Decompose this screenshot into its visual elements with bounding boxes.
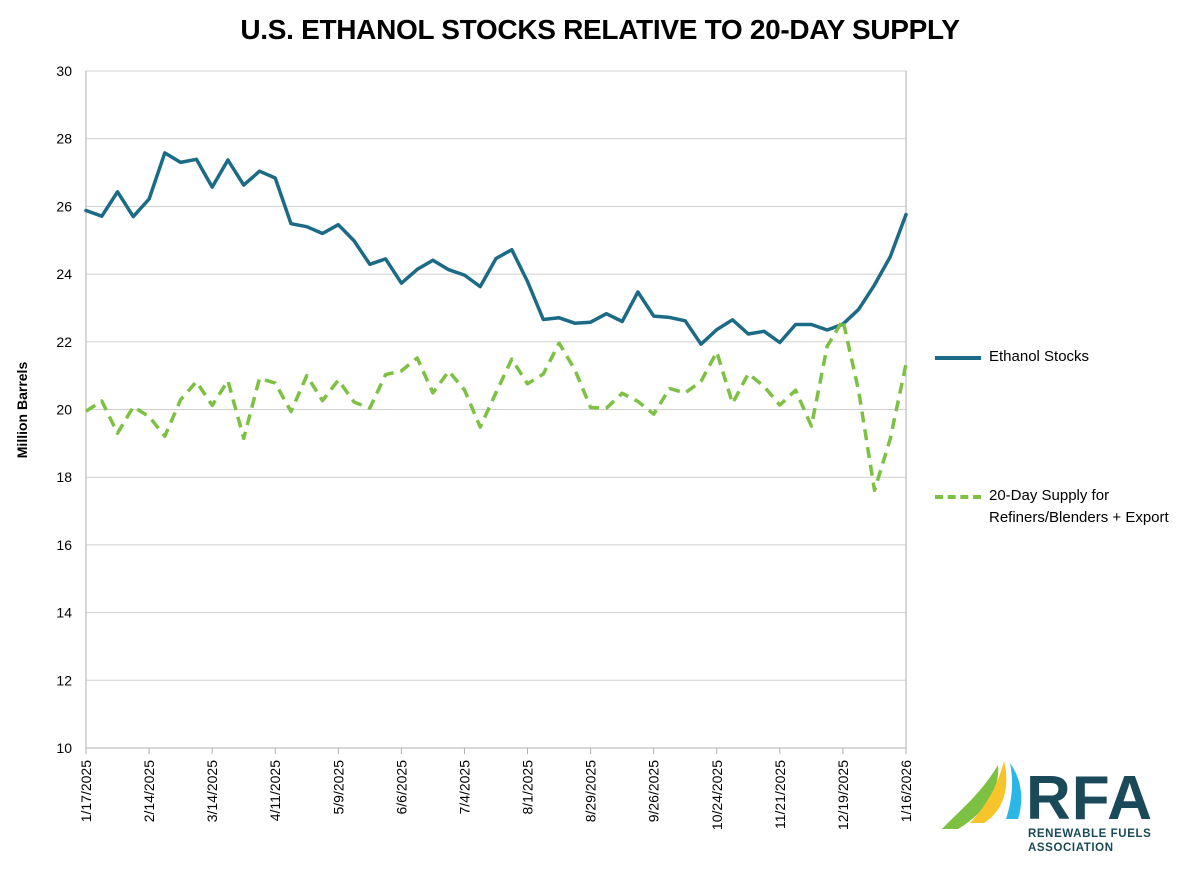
- legend-swatch-ethanol-stocks: [935, 356, 981, 360]
- x-tick-label: 8/1/2025: [520, 760, 536, 815]
- x-tick-label: 12/19/2025: [835, 760, 851, 830]
- y-tick-label: 26: [56, 198, 72, 214]
- x-tick-label: 11/21/2025: [772, 760, 788, 829]
- y-tick-label: 28: [56, 131, 72, 147]
- logo-acronym: RFA: [1026, 764, 1153, 833]
- series: [84, 151, 908, 493]
- x-tick-label: 5/9/2025: [330, 760, 346, 815]
- axes: 10 12 14 16 18 20 22 24 26 28 30 1/17/2025 2/14/2025…: [56, 63, 914, 830]
- x-tick-label: 1/17/2025: [78, 760, 94, 822]
- logo-green-swoosh: [942, 765, 999, 829]
- y-tick-label: 14: [56, 605, 72, 621]
- y-tick-label: 22: [56, 334, 72, 350]
- x-tick-label: 8/29/2025: [583, 760, 599, 822]
- logo-yellow-swoosh: [970, 761, 1007, 823]
- y-tick-label: 12: [56, 672, 72, 688]
- chart-title: U.S. ETHANOL STOCKS RELATIVE TO 20-DAY S…: [240, 14, 960, 45]
- x-tick-label: 9/26/2025: [646, 760, 662, 822]
- y-axis-label: Million Barrels: [14, 362, 30, 459]
- x-tick-label: 2/14/2025: [141, 760, 157, 822]
- legend-item-20-day-supply: 20-Day Supply for Refiners/Blenders + Ex…: [935, 485, 1199, 529]
- y-tick-label: 16: [56, 537, 72, 553]
- legend-label-20-day-supply: 20-Day Supply for Refiners/Blenders + Ex…: [989, 487, 1169, 526]
- x-tick-label: 7/4/2025: [456, 760, 472, 815]
- legend-item-ethanol-stocks: Ethanol Stocks: [935, 346, 1199, 368]
- logo-blue-swoosh: [1006, 763, 1022, 819]
- legend-label-ethanol-stocks: Ethanol Stocks: [989, 348, 1090, 365]
- legend-swatch-20-day-supply: [935, 495, 981, 499]
- rfa-logo: RFA RENEWABLE FUELS ASSOCIATION: [942, 761, 1153, 854]
- x-tick-label: 4/11/2025: [267, 760, 283, 821]
- gridlines: [86, 70, 906, 749]
- x-tick-label: 3/14/2025: [204, 760, 220, 822]
- series-line-20-day-supply: [85, 318, 908, 493]
- y-tick-label: 24: [56, 266, 72, 282]
- y-tick-label: 10: [56, 740, 72, 756]
- x-tick-label: 10/24/2025: [709, 760, 725, 830]
- y-tick-label: 20: [56, 402, 72, 418]
- logo-line-2: ASSOCIATION: [1028, 842, 1114, 854]
- x-tick-label: 1/16/2026: [898, 760, 914, 822]
- y-tick-label: 30: [56, 63, 72, 79]
- series-line-ethanol-stocks: [84, 151, 908, 346]
- y-tick-label: 18: [56, 469, 72, 485]
- logo-line-1: RENEWABLE FUELS: [1028, 828, 1151, 840]
- x-tick-label: 6/6/2025: [393, 760, 409, 815]
